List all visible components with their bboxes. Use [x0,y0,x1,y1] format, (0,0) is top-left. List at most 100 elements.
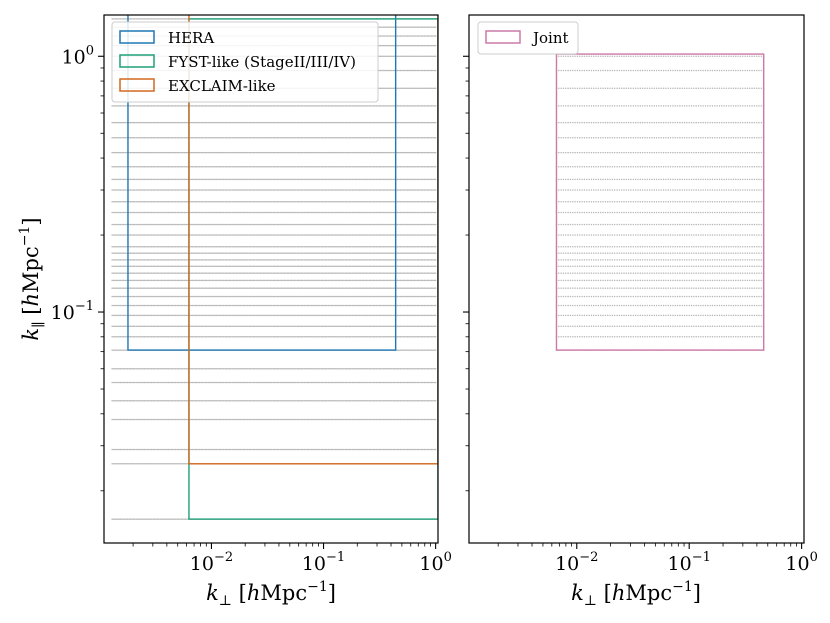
mode-point [210,448,212,451]
mode-point [111,418,113,421]
mode-point [160,252,163,254]
mode-point [272,325,274,327]
mode-point [141,418,143,421]
mode-point [132,272,135,274]
mode-point [119,381,122,384]
mode-point [234,295,236,298]
mode-point [382,336,385,338]
mode-point [234,265,236,267]
mode-point [258,272,260,274]
mode-point [326,314,328,317]
mode-point [158,259,160,261]
mode-point [117,368,119,370]
mode-point [117,245,119,248]
mode-point [368,259,370,261]
mode-point [201,381,204,384]
mode-point [399,234,402,236]
mode-point [139,448,142,451]
mode-point [150,381,153,384]
mode-point [268,265,270,267]
mode-point [150,272,153,274]
mode-point [408,349,410,351]
mode-point [179,368,181,370]
mode-point [335,287,338,289]
mode-point [398,295,400,298]
mode-point [348,259,351,261]
mode-point [241,259,243,261]
mode-point [131,381,133,384]
mode-point [234,245,236,248]
mode-point [191,448,194,451]
mode-point [406,381,409,384]
mode-point [405,368,407,370]
mode-point [258,252,260,254]
mode-point [230,448,232,451]
mode-point [114,265,116,267]
mode-point [408,245,410,248]
mode-point [360,399,362,402]
mode-point [156,381,159,384]
mode-point [266,399,269,402]
mode-point [190,252,192,254]
mode-point [429,252,431,254]
mode-point [218,245,221,248]
mode-point [141,272,143,274]
mode-point [283,259,286,261]
mode-point [194,234,197,236]
mode-point [133,314,136,317]
mode-point [193,304,195,307]
mode-point [121,223,123,226]
mode-point [197,295,200,298]
mode-point [210,272,212,274]
mode-point [261,259,263,261]
mode-point [423,349,426,351]
mode-point [427,349,430,351]
mode-point [125,518,128,520]
mode-point [193,287,195,289]
mode-point [128,259,130,261]
mode-point [200,399,202,402]
mode-point [333,223,335,226]
mode-point [153,295,156,298]
mode-point [207,259,209,261]
mode-point [405,295,407,298]
mode-point [352,265,355,267]
mode-point [256,325,259,327]
mode-point [166,368,168,370]
mode-point [124,518,126,520]
mode-point [252,399,255,402]
mode-point [211,252,214,254]
mode-point [138,259,140,261]
mode-point [265,287,267,289]
mode-point [299,265,301,267]
mode-point [333,265,335,267]
mode-point [173,279,176,282]
mode-point [242,234,245,236]
mode-point [262,259,265,261]
mode-point [265,448,267,451]
mode-point [430,381,433,384]
mode-point [379,245,382,248]
mode-point [254,295,256,298]
mode-point [248,279,250,282]
mode-point [333,314,335,317]
mode-point [237,223,239,226]
mode-point [215,287,218,289]
mode-point [269,304,272,307]
mode-point [303,245,305,248]
mode-point [320,314,322,317]
mode-point [206,325,208,327]
mode-point [345,295,348,298]
mode-point [206,448,208,451]
mode-point [237,381,239,384]
mode-point [208,252,211,254]
mode-point [424,252,427,254]
mode-point [375,287,378,289]
mode-point [210,259,212,261]
mode-point [129,295,132,298]
mode-point [198,259,201,261]
mode-point [172,304,174,307]
mode-point [122,272,125,274]
mode-point [328,234,331,236]
mode-point [241,223,243,226]
